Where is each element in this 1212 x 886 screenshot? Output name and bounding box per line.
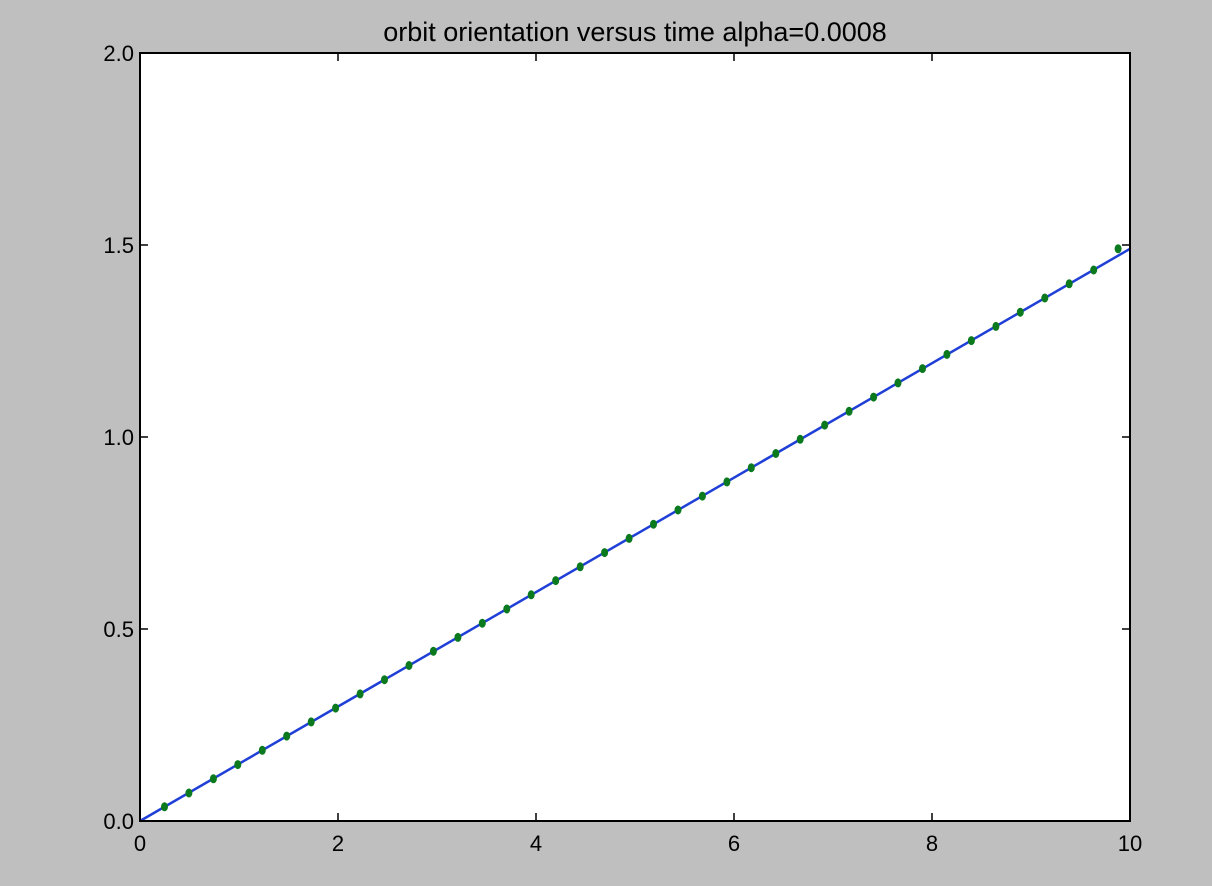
x-tick-labels: 0 2 4 6 8 10 [134, 831, 1142, 856]
data-point [796, 434, 804, 444]
x-tick-label: 10 [1118, 831, 1142, 856]
data-point [625, 533, 633, 543]
data-point [1041, 293, 1049, 303]
data-point [723, 477, 731, 487]
x-tick-label: 8 [926, 831, 938, 856]
x-tick-label: 6 [728, 831, 740, 856]
data-point [894, 378, 902, 388]
data-point [821, 420, 829, 430]
x-tick-label: 0 [134, 831, 146, 856]
data-point [674, 505, 682, 515]
data-point [943, 349, 951, 359]
data-point [381, 675, 388, 685]
data-point [209, 774, 217, 784]
y-tick-label: 1.0 [103, 425, 134, 450]
data-point [332, 703, 340, 713]
data-point [747, 463, 755, 473]
data-point [307, 717, 315, 727]
data-point [601, 548, 609, 558]
y-tick-label: 0.0 [103, 809, 134, 834]
data-point [234, 760, 242, 770]
x-tick-label: 4 [530, 831, 542, 856]
data-point [1114, 244, 1122, 254]
data-point [478, 618, 486, 628]
data-point [283, 731, 291, 741]
data-point [454, 632, 462, 642]
data-point [527, 590, 535, 600]
data-point [650, 519, 657, 529]
data-point [992, 321, 1000, 331]
data-point [1065, 279, 1073, 289]
data-point [552, 576, 560, 586]
ticks-layer [139, 52, 1131, 822]
data-point [1016, 307, 1024, 317]
chart-title: orbit orientation versus time alpha=0.00… [383, 17, 887, 47]
data-point [919, 364, 926, 374]
data-point [503, 604, 511, 614]
series-line [139, 247, 1131, 823]
y-tick-labels: 0.0 0.5 1.0 1.5 2.0 [103, 41, 134, 834]
data-point [845, 406, 853, 416]
data-point [429, 646, 437, 656]
data-point [1090, 265, 1098, 275]
lines-layer [139, 247, 1131, 823]
data-point [405, 661, 413, 670]
data-point [356, 689, 364, 699]
y-tick-label: 2.0 [103, 41, 134, 66]
y-tick-label: 1.5 [103, 233, 134, 258]
points-layer [161, 244, 1122, 812]
data-point [967, 336, 975, 346]
plot-area [140, 53, 1130, 821]
data-point [258, 745, 266, 755]
data-point [185, 788, 193, 798]
data-point [161, 802, 168, 812]
x-tick-label: 2 [332, 831, 344, 856]
y-tick-label: 0.5 [103, 617, 134, 642]
data-point [870, 392, 878, 402]
data-point [698, 491, 706, 501]
data-point [772, 449, 780, 458]
data-point [576, 562, 584, 572]
